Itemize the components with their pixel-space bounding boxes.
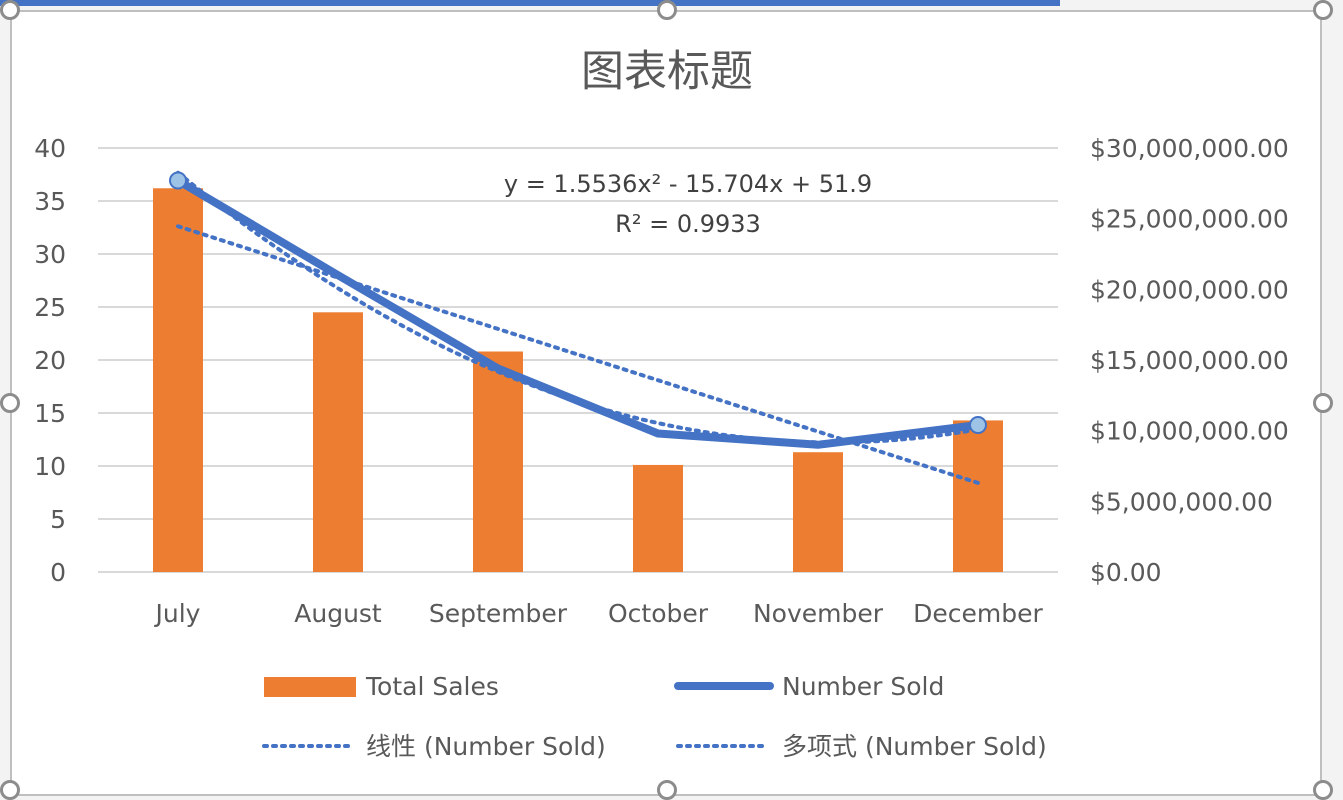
category-label: July [154, 599, 201, 628]
selected-point-marker [969, 416, 987, 435]
bar [793, 452, 843, 572]
right-axis-tick-label: $5,000,000.00 [1090, 487, 1273, 516]
left-axis[interactable]: 40 35 30 25 20 15 10 5 0 [34, 134, 66, 587]
legend-label-total-sales: Total Sales [365, 672, 499, 701]
gridlines [98, 147, 1058, 573]
right-axis-tick-label: $0.00 [1090, 558, 1162, 587]
bar [633, 464, 683, 572]
trendline-linear [176, 224, 980, 485]
bar [313, 312, 363, 572]
bar-series-total-sales[interactable] [153, 188, 1003, 572]
bar [473, 351, 523, 572]
trendline-r-squared[interactable]: R² = 0.9933 [615, 210, 761, 238]
category-label: August [294, 599, 382, 628]
chart-title[interactable]: 图表标题 [581, 47, 753, 97]
line-series-number-sold[interactable] [169, 171, 987, 449]
category-label: October [608, 599, 709, 628]
category-axis[interactable]: July August September October November Decemb… [154, 599, 1044, 628]
resize-handle-bottom-middle[interactable] [657, 780, 677, 800]
category-label: September [429, 599, 568, 628]
resize-handle-middle-left[interactable] [0, 393, 20, 413]
chart-area[interactable] [10, 10, 1322, 796]
resize-handle-top-middle[interactable] [657, 0, 677, 20]
legend[interactable]: Total Sales Number Sold 线性 (Number Sold) 多项… [262, 672, 1047, 761]
legend-label-polynomial-trend: 多项式 (Number Sold) [782, 732, 1047, 761]
resize-handle-bottom-right[interactable] [1313, 780, 1333, 800]
left-axis-tick-label: 20 [34, 346, 66, 375]
trendline-equation[interactable]: y = 1.5536x² - 15.704x + 51.9 [504, 170, 872, 198]
left-axis-tick-label: 35 [34, 187, 66, 216]
selected-point-marker [169, 171, 187, 190]
resize-handle-middle-right[interactable] [1313, 393, 1333, 413]
left-axis-tick-label: 25 [34, 293, 66, 322]
bar [953, 420, 1003, 572]
legend-label-number-sold: Number Sold [782, 672, 944, 701]
right-axis-tick-label: $15,000,000.00 [1090, 346, 1289, 375]
legend-label-linear-trend: 线性 (Number Sold) [366, 732, 606, 761]
series-line [174, 176, 982, 449]
right-axis[interactable]: $30,000,000.00 $25,000,000.00 $20,000,000.… [1090, 134, 1289, 587]
category-label: December [913, 599, 1043, 628]
resize-handle-top-right[interactable] [1313, 0, 1333, 20]
legend-swatch-total-sales [264, 677, 356, 697]
bar [153, 188, 203, 572]
left-axis-tick-label: 0 [50, 558, 66, 587]
resize-handle-top-left[interactable] [0, 0, 20, 20]
left-axis-tick-label: 30 [34, 240, 66, 269]
sheet-selection-bar [0, 0, 1060, 6]
right-axis-tick-label: $20,000,000.00 [1090, 275, 1289, 304]
right-axis-tick-label: $30,000,000.00 [1090, 134, 1289, 163]
left-axis-tick-label: 40 [34, 134, 66, 163]
category-label: November [753, 599, 884, 628]
left-axis-tick-label: 5 [50, 505, 66, 534]
right-axis-tick-label: $25,000,000.00 [1090, 205, 1289, 234]
left-axis-tick-label: 15 [34, 399, 66, 428]
left-axis-tick-label: 10 [34, 452, 66, 481]
right-axis-tick-label: $10,000,000.00 [1090, 417, 1289, 446]
resize-handle-bottom-left[interactable] [0, 780, 20, 800]
